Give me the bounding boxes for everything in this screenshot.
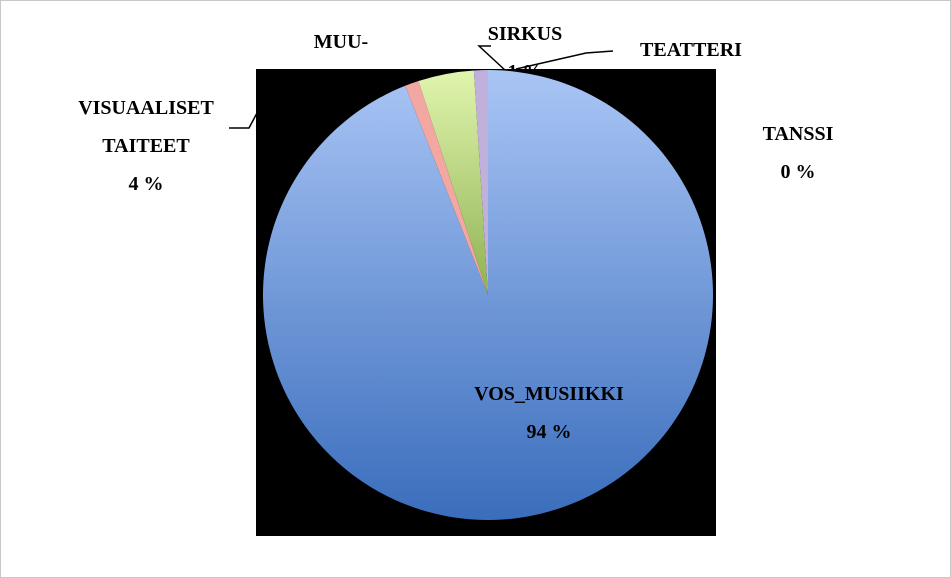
slice-value: 0 %: [780, 161, 816, 183]
slice-value: 4 %: [128, 173, 164, 195]
data-label: VOS_MUSIIKKI 94 %: [452, 375, 647, 451]
data-label: TANSSI 0 %: [738, 115, 858, 191]
pie-slice: [473, 70, 488, 295]
slice-name: VISUAALISET TAITEET: [78, 97, 214, 157]
data-label: VISUAALISET TAITEET 4 %: [46, 89, 246, 203]
slice-name: TANSSI: [762, 123, 834, 145]
pie-slice: [405, 81, 488, 295]
pie-slice: [418, 70, 488, 295]
leader-line: [229, 112, 258, 129]
leader-line: [515, 50, 614, 70]
pie-slice: [262, 70, 713, 520]
slice-name: VOS_MUSIIKKI: [474, 383, 624, 405]
slice-value: 94 %: [526, 421, 572, 443]
slice-name: SIRKUS: [487, 23, 563, 45]
leader-line: [477, 45, 507, 72]
slice-name: TEATTERI: [640, 39, 742, 61]
